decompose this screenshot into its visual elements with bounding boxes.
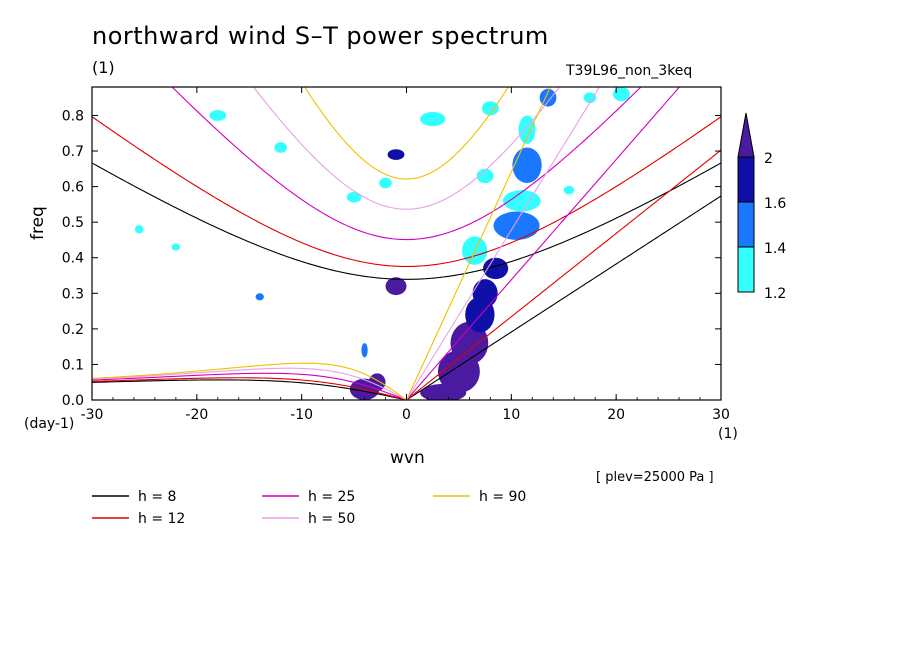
y-tick-label: 0.8 <box>62 108 84 124</box>
chart-subtitle-left: (1) <box>92 58 115 77</box>
heatmap-patch <box>387 149 405 160</box>
x-tick-label: -30 <box>81 407 104 423</box>
heatmap-patch <box>255 293 264 301</box>
y-tick-label: 0.7 <box>62 144 84 160</box>
chart-subtitle-right: T39L96_non_3keq <box>566 63 693 79</box>
x-tick-label: 10 <box>502 407 520 423</box>
colorbar-segment <box>737 156 755 203</box>
legend-label: h = 12 <box>138 511 185 527</box>
x-tick-label: -10 <box>290 407 313 423</box>
axis-ticks: -30 -20 -10 0 10 20 30 0.0 0.1 0.2 0.3 0.4 0.5 0.6 0.7… <box>62 87 730 423</box>
heatmap-patch <box>613 87 630 102</box>
heatmap-patch <box>209 110 227 121</box>
legend-label: h = 90 <box>479 489 526 505</box>
rossby-curve <box>92 362 407 400</box>
y-axis-unit: (day-1) <box>24 416 75 432</box>
legend-label: h = 50 <box>308 511 355 527</box>
y-tick-label: 0.0 <box>62 393 84 409</box>
heatmap-patch <box>385 277 407 296</box>
gravity-wave-curve <box>92 116 721 268</box>
kelvin-curve <box>406 87 681 400</box>
heatmap-patch <box>483 257 509 280</box>
heatmap-patch <box>476 168 494 184</box>
heatmap-patch <box>563 185 575 195</box>
x-tick-label: 0 <box>402 407 411 423</box>
y-tick-label: 0.1 <box>62 357 84 373</box>
x-tick-label: 30 <box>712 407 730 423</box>
heatmap-patch <box>171 243 181 251</box>
colorbar-segment <box>737 201 755 248</box>
y-axis-label: freq <box>28 206 48 240</box>
y-tick-label: 0.5 <box>62 215 84 231</box>
rossby-curve <box>92 377 407 400</box>
heatmap-patch <box>450 321 489 365</box>
legend-label: h = 8 <box>138 489 176 505</box>
colorbar-label: 1.6 <box>764 196 786 212</box>
gravity-wave-curve <box>92 162 721 280</box>
kelvin-curve <box>406 87 551 400</box>
legend: h = 8 h = 12 h = 25 h = 50 h = 90 <box>92 489 526 527</box>
kelvin-curve <box>406 149 721 400</box>
heatmap-patch <box>481 101 499 116</box>
heatmap-patch <box>379 177 392 189</box>
dispersion-curves <box>92 87 721 400</box>
plot-frame <box>91 86 722 401</box>
colorbar-label: 1.2 <box>764 286 786 302</box>
heatmap-patch <box>493 211 540 240</box>
x-axis-label: wvn <box>390 448 425 468</box>
heatmap-patch <box>583 92 597 104</box>
heatmap-patch <box>134 225 144 234</box>
x-tick-label: 20 <box>607 407 625 423</box>
rossby-curve <box>92 367 407 400</box>
kelvin-curve <box>406 87 601 400</box>
heatmap-patch <box>472 279 498 308</box>
gravity-wave-curve <box>171 87 642 241</box>
chart-title: northward wind S–T power spectrum <box>92 22 549 50</box>
heatmap-layer <box>134 87 630 400</box>
y-tick-label: 0.6 <box>62 180 84 196</box>
rossby-curve <box>92 379 407 400</box>
heatmap-patch <box>274 142 287 153</box>
gravity-wave-curve <box>252 87 561 210</box>
legend-label: h = 25 <box>308 489 355 505</box>
heatmap-patch <box>420 111 446 127</box>
colorbar-extend <box>737 112 755 158</box>
y-tick-label: 0.2 <box>62 322 84 338</box>
x-axis-unit: (1) <box>718 426 738 442</box>
pressure-level-note: [ plev=25000 Pa ] <box>596 470 714 485</box>
colorbar-segment <box>737 246 755 293</box>
heatmap-patch <box>361 343 368 358</box>
y-tick-label: 0.4 <box>62 251 84 267</box>
colorbar: 2 1.6 1.4 1.2 <box>737 112 786 302</box>
heatmap-patch <box>502 190 541 212</box>
gravity-wave-curve <box>303 87 510 180</box>
kelvin-curve <box>406 195 721 400</box>
y-tick-label: 0.3 <box>62 286 84 302</box>
heatmap-patch <box>512 147 542 184</box>
heatmap-patch <box>346 191 362 203</box>
colorbar-label: 1.4 <box>764 241 786 257</box>
colorbar-label: 2 <box>764 151 773 167</box>
rossby-curve <box>92 372 407 400</box>
x-tick-label: -20 <box>185 407 208 423</box>
